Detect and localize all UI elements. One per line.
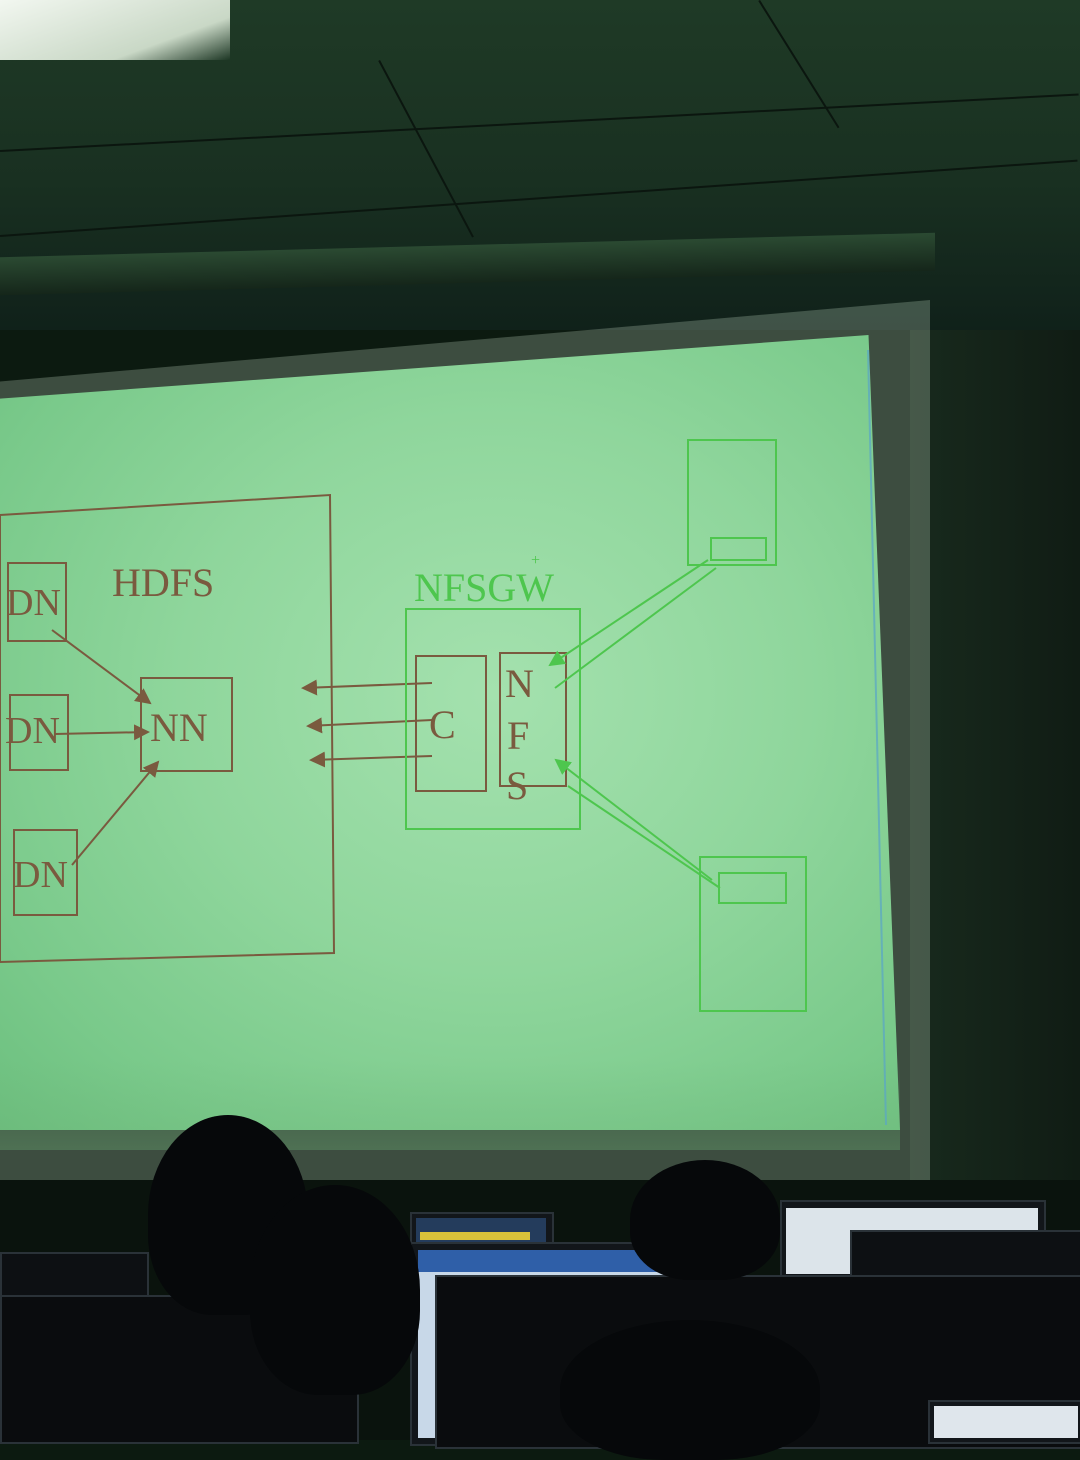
client-label: C: [429, 702, 456, 747]
remote-machine-box: [687, 439, 777, 566]
nfs-gateway-label: NFSGW: [414, 565, 555, 610]
mount-arrow: [554, 758, 713, 881]
audience-area: [0, 1115, 1080, 1460]
audience-head: [630, 1160, 780, 1280]
client-to-hdfs-arrow: [309, 751, 433, 768]
nfs-gateway-box: [405, 608, 581, 830]
dn-to-nn-arrow: [71, 760, 160, 866]
hdfs-box: [0, 493, 336, 964]
nfs-box: [499, 652, 567, 787]
nfs-letter: F: [507, 713, 530, 758]
dn-to-nn-arrow: [54, 724, 150, 741]
projector-screen: [0, 335, 900, 1130]
remote-machine-box: [699, 856, 807, 1012]
gateway-mark: +: [531, 552, 541, 569]
ceiling-light: [0, 0, 230, 60]
remote-machine-slot: [718, 872, 787, 904]
mount-arrow: [548, 559, 709, 667]
client-to-hdfs-arrow: [301, 679, 433, 696]
hdfs-label: HDFS: [112, 560, 215, 605]
screen-glow: [0, 1060, 900, 1150]
audience-head: [560, 1320, 820, 1460]
data-node-label: DN: [5, 710, 60, 752]
mount-line: [567, 785, 721, 889]
remote-machine-slot: [710, 537, 767, 561]
wall: [910, 330, 1080, 1230]
data-node-box: [13, 829, 78, 916]
nfs-letter: N: [505, 661, 534, 706]
data-node-label: DN: [6, 582, 61, 624]
data-node-box: [9, 694, 69, 771]
data-node-box: [7, 562, 67, 642]
data-node-label: DN: [13, 854, 68, 896]
audience-head: [250, 1185, 420, 1395]
mount-line: [554, 567, 717, 689]
name-node-label: NN: [150, 705, 208, 750]
client-box: [415, 655, 487, 792]
dn-to-nn-arrow: [51, 629, 152, 705]
monitor: [928, 1400, 1080, 1444]
client-to-hdfs-arrow: [306, 717, 433, 734]
nfs-letter: S: [506, 763, 529, 808]
